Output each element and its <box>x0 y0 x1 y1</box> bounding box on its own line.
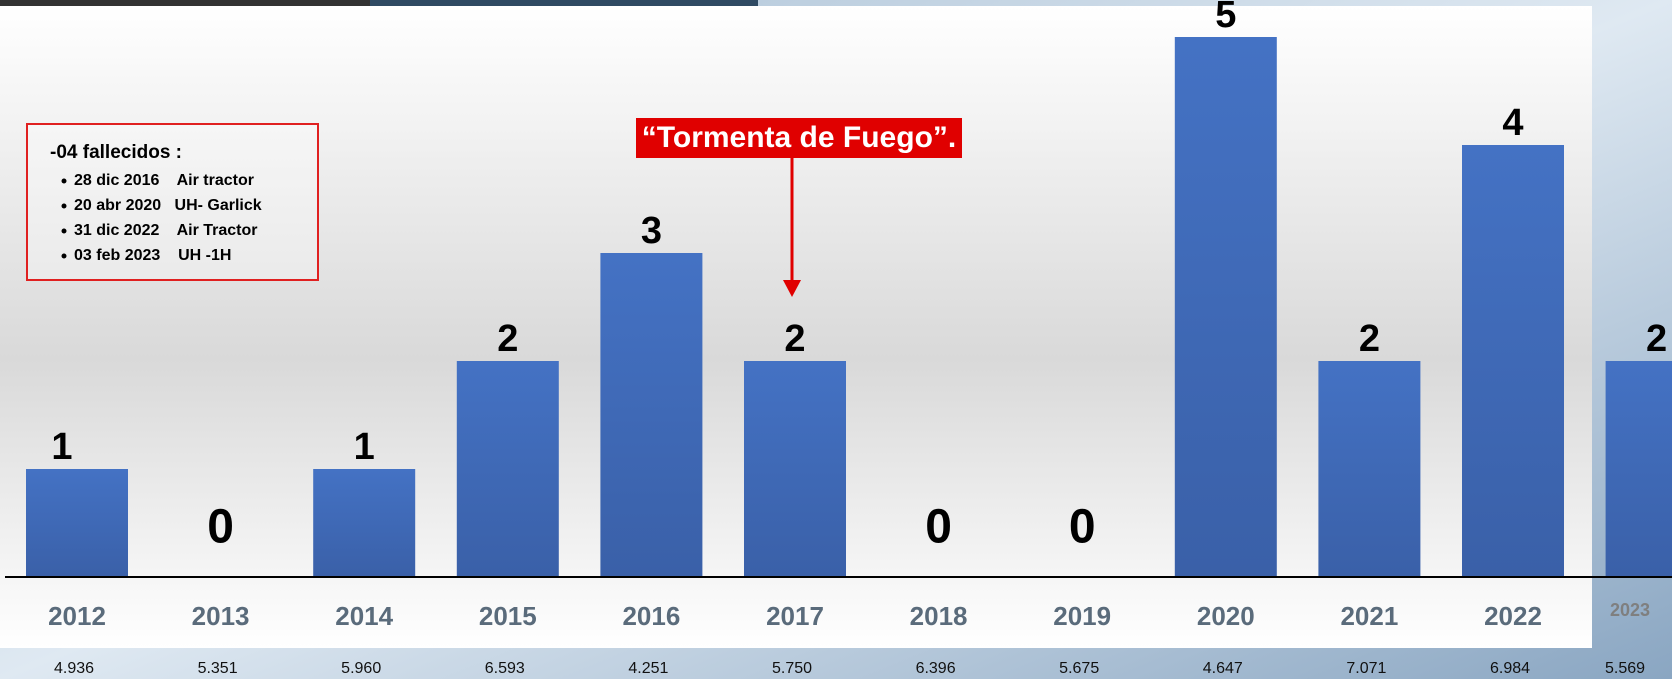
value-label: 4 <box>1502 102 1523 144</box>
annotation-item: 20 abr 2020 UH- Garlick <box>74 197 262 214</box>
annotation-item: 28 dic 2016 Air tractor <box>74 172 254 189</box>
top-photo <box>370 0 758 6</box>
bar <box>313 469 416 577</box>
x-tick-label: 2017 <box>766 601 824 631</box>
annotation-item: 31 dic 2022 Air Tractor <box>74 222 258 239</box>
bar <box>1605 361 1672 577</box>
annotation-item: 03 feb 2023 UH -1H <box>74 247 231 264</box>
value-label: 2 <box>497 318 518 360</box>
bottom-value: 5.675 <box>1059 660 1099 677</box>
callout-text: “Tormenta de Fuego”. <box>642 121 956 154</box>
bar <box>1318 361 1421 577</box>
bars <box>26 37 1672 577</box>
top-photo <box>0 0 370 6</box>
bottom-value: 7.071 <box>1346 660 1386 677</box>
x-tick-label: 2012 <box>48 601 106 631</box>
bottom-value: 4.251 <box>628 660 668 677</box>
value-label: 1 <box>354 426 375 468</box>
annotation-title: -04 fallecidos : <box>50 142 182 163</box>
x-tick-label: 2015 <box>479 601 537 631</box>
x-tick-label: 2014 <box>335 601 393 631</box>
value-label: 2 <box>1359 318 1380 360</box>
value-label: 3 <box>641 210 662 252</box>
bar <box>456 361 559 577</box>
bottom-value: 5.351 <box>198 660 238 677</box>
bar <box>1174 37 1277 577</box>
bullet <box>61 178 67 184</box>
callout-box <box>636 118 962 158</box>
bottom-value: 5.569 <box>1605 660 1645 677</box>
annotation-border <box>26 123 319 281</box>
x-tick-label: 2022 <box>1484 601 1542 631</box>
bottom-value: 5.750 <box>772 660 812 677</box>
bar <box>26 469 128 577</box>
annotation-box: -04 fallecidos : 28 dic 2016 Air tractor… <box>26 123 319 281</box>
x-tick-label: 2023 <box>1610 600 1650 620</box>
value-label: 2 <box>1646 318 1667 360</box>
value-label: 0 <box>1069 501 1096 554</box>
bottom-value: 6.396 <box>916 660 956 677</box>
value-label: 0 <box>925 501 952 554</box>
x-tick-label: 2020 <box>1197 601 1255 631</box>
bar <box>1462 145 1564 577</box>
value-label: 2 <box>784 318 805 360</box>
bottom-value: 6.984 <box>1490 660 1530 677</box>
bullet <box>61 228 67 234</box>
value-label: 5 <box>1215 0 1236 36</box>
bullet <box>61 203 67 209</box>
value-label: 1 <box>51 426 72 468</box>
callout-arrowhead <box>783 280 801 297</box>
x-tick-label: 2016 <box>622 601 680 631</box>
bottom-value: 5.960 <box>341 660 381 677</box>
bottom-value: 6.593 <box>485 660 525 677</box>
bullet <box>61 253 67 259</box>
value-label: 0 <box>207 501 234 554</box>
bottom-value: 4.647 <box>1203 660 1243 677</box>
x-tick-label: 2019 <box>1053 601 1111 631</box>
annotation-items: 28 dic 2016 Air tractor 20 abr 2020 UH- G… <box>61 172 262 264</box>
x-tick-label: 2018 <box>910 601 968 631</box>
x-tick-label: 2021 <box>1340 601 1398 631</box>
bar <box>600 253 703 577</box>
bar <box>744 361 846 577</box>
bottom-value: 4.936 <box>54 660 94 677</box>
x-tick-label: 2013 <box>192 601 250 631</box>
